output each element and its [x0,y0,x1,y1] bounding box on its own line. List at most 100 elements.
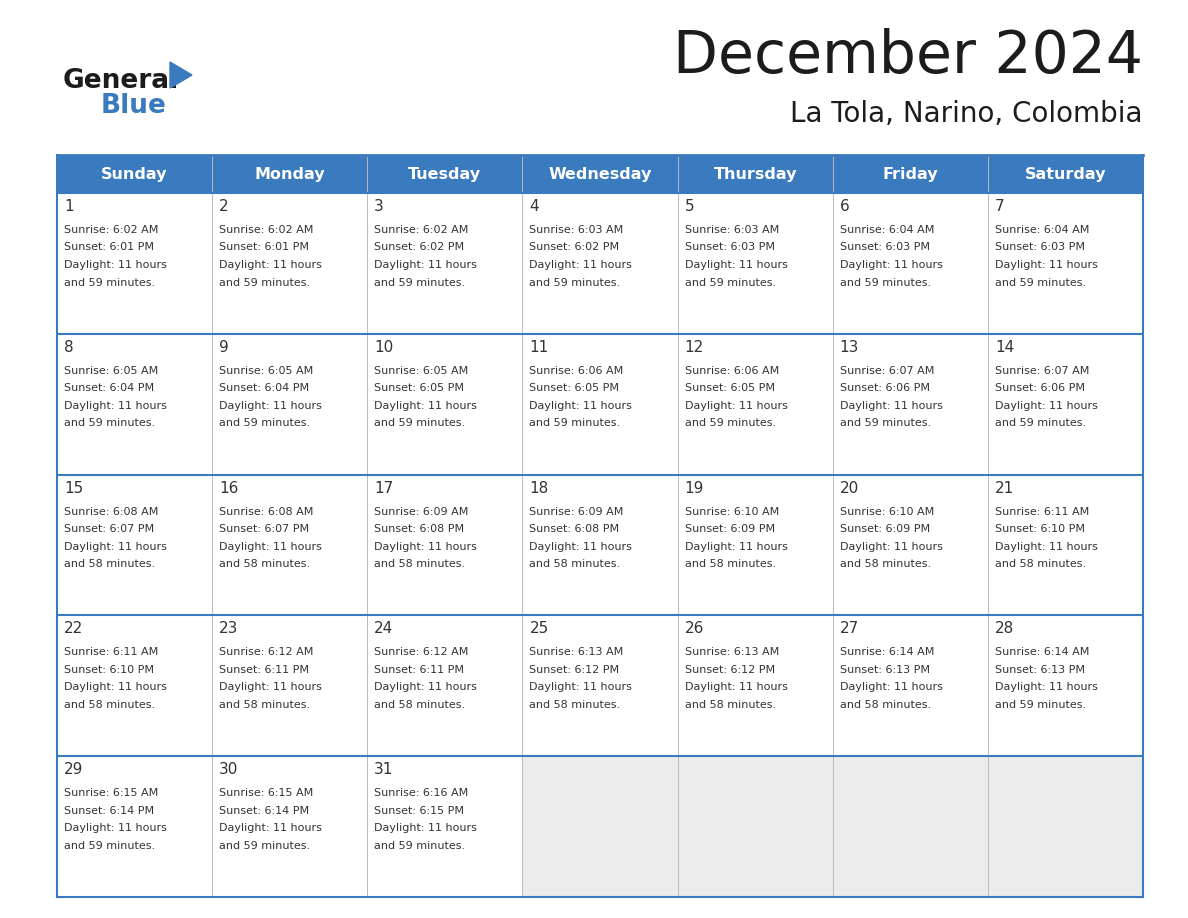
Text: Daylight: 11 hours: Daylight: 11 hours [530,542,632,552]
Text: Sunset: 6:15 PM: Sunset: 6:15 PM [374,806,465,816]
Bar [213,756,367,897]
Text: 11: 11 [530,340,549,354]
Text: Daylight: 11 hours: Daylight: 11 hours [840,401,942,410]
Text: Sunday: Sunday [101,166,168,182]
Text: Sunrise: 6:04 AM: Sunrise: 6:04 AM [840,225,934,235]
Text: Sunrise: 6:08 AM: Sunrise: 6:08 AM [64,507,158,517]
Text: and 58 minutes.: and 58 minutes. [994,559,1086,569]
Text: and 58 minutes.: and 58 minutes. [374,700,466,710]
Text: Sunset: 6:07 PM: Sunset: 6:07 PM [64,524,154,534]
Bar [367,155,523,193]
Text: and 59 minutes.: and 59 minutes. [64,277,156,287]
Text: and 59 minutes.: and 59 minutes. [530,277,620,287]
Bar [988,334,1143,475]
Text: Sunset: 6:08 PM: Sunset: 6:08 PM [530,524,620,534]
Text: 5: 5 [684,199,694,214]
Text: and 58 minutes.: and 58 minutes. [840,559,931,569]
Text: La Tola, Narino, Colombia: La Tola, Narino, Colombia [790,100,1143,128]
Text: Daylight: 11 hours: Daylight: 11 hours [219,823,322,834]
Text: Sunset: 6:14 PM: Sunset: 6:14 PM [219,806,309,816]
Text: Daylight: 11 hours: Daylight: 11 hours [374,542,478,552]
Text: Daylight: 11 hours: Daylight: 11 hours [219,260,322,270]
Text: 28: 28 [994,621,1015,636]
Text: Sunrise: 6:04 AM: Sunrise: 6:04 AM [994,225,1089,235]
Bar [677,615,833,756]
Text: and 59 minutes.: and 59 minutes. [994,419,1086,429]
Text: and 58 minutes.: and 58 minutes. [684,559,776,569]
Text: Sunset: 6:03 PM: Sunset: 6:03 PM [684,242,775,252]
Text: 22: 22 [64,621,83,636]
Text: Sunset: 6:11 PM: Sunset: 6:11 PM [219,665,309,675]
Text: 13: 13 [840,340,859,354]
Text: Sunrise: 6:08 AM: Sunrise: 6:08 AM [219,507,314,517]
Text: and 58 minutes.: and 58 minutes. [64,559,156,569]
Text: 24: 24 [374,621,393,636]
Bar [523,615,677,756]
Bar [677,475,833,615]
Text: 1: 1 [64,199,74,214]
Text: Sunset: 6:13 PM: Sunset: 6:13 PM [840,665,930,675]
Text: Tuesday: Tuesday [409,166,481,182]
Text: Sunrise: 6:06 AM: Sunrise: 6:06 AM [684,365,779,375]
Text: Sunset: 6:05 PM: Sunset: 6:05 PM [684,384,775,393]
Text: Sunset: 6:01 PM: Sunset: 6:01 PM [219,242,309,252]
Text: 27: 27 [840,621,859,636]
Text: Daylight: 11 hours: Daylight: 11 hours [994,401,1098,410]
Text: 20: 20 [840,481,859,496]
Text: and 59 minutes.: and 59 minutes. [840,277,931,287]
Text: 8: 8 [64,340,74,354]
Bar [213,475,367,615]
Text: Friday: Friday [883,166,939,182]
Text: Sunset: 6:03 PM: Sunset: 6:03 PM [840,242,930,252]
Text: 31: 31 [374,762,393,778]
Text: Sunrise: 6:11 AM: Sunrise: 6:11 AM [64,647,158,657]
Text: Sunset: 6:08 PM: Sunset: 6:08 PM [374,524,465,534]
Text: 19: 19 [684,481,704,496]
Text: 3: 3 [374,199,384,214]
Bar [367,615,523,756]
Text: and 58 minutes.: and 58 minutes. [530,559,620,569]
Text: Sunrise: 6:15 AM: Sunrise: 6:15 AM [219,789,314,798]
Text: Sunset: 6:12 PM: Sunset: 6:12 PM [530,665,620,675]
Text: Sunset: 6:09 PM: Sunset: 6:09 PM [684,524,775,534]
Text: Sunrise: 6:05 AM: Sunrise: 6:05 AM [374,365,468,375]
Bar [988,756,1143,897]
Text: Sunrise: 6:03 AM: Sunrise: 6:03 AM [530,225,624,235]
Text: 12: 12 [684,340,703,354]
Text: Daylight: 11 hours: Daylight: 11 hours [374,823,478,834]
Text: Sunrise: 6:11 AM: Sunrise: 6:11 AM [994,507,1089,517]
Text: and 59 minutes.: and 59 minutes. [219,277,310,287]
Bar [367,193,523,334]
Bar [523,756,677,897]
Text: Sunset: 6:14 PM: Sunset: 6:14 PM [64,806,154,816]
Bar [213,193,367,334]
Text: and 59 minutes.: and 59 minutes. [684,277,776,287]
Text: Sunset: 6:09 PM: Sunset: 6:09 PM [840,524,930,534]
Text: and 59 minutes.: and 59 minutes. [684,419,776,429]
Text: Sunrise: 6:05 AM: Sunrise: 6:05 AM [219,365,314,375]
Text: and 59 minutes.: and 59 minutes. [374,841,466,851]
Text: Sunset: 6:06 PM: Sunset: 6:06 PM [994,384,1085,393]
Text: 29: 29 [64,762,83,778]
Text: Daylight: 11 hours: Daylight: 11 hours [64,823,166,834]
Text: and 59 minutes.: and 59 minutes. [994,700,1086,710]
Bar [677,756,833,897]
Text: Daylight: 11 hours: Daylight: 11 hours [530,260,632,270]
Bar [833,615,988,756]
Text: Daylight: 11 hours: Daylight: 11 hours [530,682,632,692]
Bar [988,193,1143,334]
Text: Wednesday: Wednesday [549,166,652,182]
Text: and 59 minutes.: and 59 minutes. [374,277,466,287]
Text: Sunset: 6:02 PM: Sunset: 6:02 PM [374,242,465,252]
Text: Daylight: 11 hours: Daylight: 11 hours [684,401,788,410]
Bar [213,615,367,756]
Text: 17: 17 [374,481,393,496]
Bar [833,334,988,475]
Text: Daylight: 11 hours: Daylight: 11 hours [994,260,1098,270]
Text: Sunset: 6:07 PM: Sunset: 6:07 PM [219,524,309,534]
Text: Sunrise: 6:14 AM: Sunrise: 6:14 AM [994,647,1089,657]
Text: Sunset: 6:04 PM: Sunset: 6:04 PM [64,384,154,393]
Text: Sunrise: 6:14 AM: Sunrise: 6:14 AM [840,647,934,657]
Text: December 2024: December 2024 [672,28,1143,85]
Text: Sunset: 6:05 PM: Sunset: 6:05 PM [530,384,619,393]
